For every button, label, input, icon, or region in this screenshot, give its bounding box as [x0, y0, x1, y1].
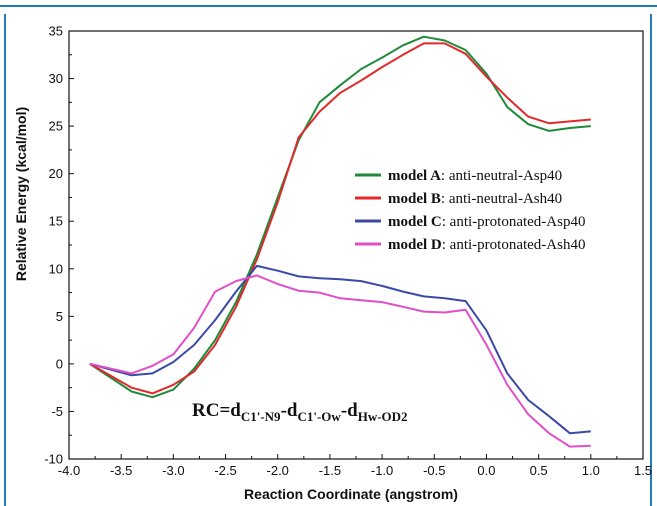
- left-rule: [4, 14, 6, 506]
- x-tick-label: -4.0: [58, 463, 80, 478]
- y-tick-label: -5: [51, 404, 63, 419]
- y-tick-label: 0: [56, 356, 63, 371]
- legend-model-description: : anti-neutral-Ash40: [441, 191, 562, 207]
- x-tick-label: -2.5: [214, 463, 236, 478]
- y-tick-label: 10: [49, 261, 63, 276]
- y-axis-title: Relative Energy (kcal/mol): [13, 107, 29, 281]
- ticks: -4.0 -3.5 -3.0 -2.5 -2.0 -1.5 -1.0 -0.5 0.0 0.5 1.…: [44, 24, 652, 479]
- legend-entry-model-c: model C: anti-protonated-Asp40: [388, 214, 585, 230]
- annotation-prefix: RC=d: [192, 400, 241, 421]
- y-tick-label: 20: [49, 166, 63, 181]
- y-tick-label: 15: [49, 214, 63, 229]
- annotation-sub2: C1'-Ow: [297, 409, 341, 424]
- y-tick-label: 35: [49, 24, 63, 39]
- series-line-model-a: [89, 35, 591, 399]
- legend-model-name: model D: [388, 237, 442, 253]
- x-tick-label: 1.0: [582, 463, 600, 478]
- legend-entry-model-b: model B: anti-neutral-Ash40: [388, 191, 562, 207]
- x-tick-label: -3.5: [110, 463, 132, 478]
- legend-model-name: model B: [388, 191, 441, 207]
- series-lines: [89, 35, 591, 448]
- legend-model-name: model C: [388, 214, 442, 230]
- y-tick-label: 5: [56, 309, 63, 324]
- x-axis-title: Reaction Coordinate (angstrom): [244, 486, 458, 502]
- y-tick-label: 25: [49, 119, 63, 134]
- reaction-coordinate-annotation: RC=dC1'-N9-dC1'-Ow-dHw-OD2: [192, 400, 408, 424]
- annotation-sub1: C1'-N9: [241, 409, 281, 424]
- x-tick-label: 0.0: [477, 463, 495, 478]
- x-tick-label: 0.5: [530, 463, 548, 478]
- x-tick-label: -0.5: [423, 463, 445, 478]
- y-tick-label: -10: [44, 452, 63, 467]
- x-tick-label: 1.5: [634, 463, 652, 478]
- legend-model-name: model A: [388, 168, 441, 184]
- legend-model-description: : anti-protonated-Asp40: [442, 214, 586, 230]
- right-rule: [650, 14, 652, 506]
- series-line-model-d: [89, 274, 591, 448]
- x-tick-label: -3.0: [162, 463, 184, 478]
- x-tick-label: -2.0: [267, 463, 289, 478]
- y-tick-label: 30: [49, 71, 63, 86]
- annotation-sub3: Hw-OD2: [358, 409, 408, 424]
- x-tick-label: -1.5: [319, 463, 341, 478]
- legend-entry-model-a: model A: anti-neutral-Asp40: [388, 168, 562, 184]
- top-rule: [0, 5, 657, 7]
- legend-model-description: : anti-neutral-Asp40: [441, 168, 562, 184]
- legend-model-description: : anti-protonated-Ash40: [442, 237, 586, 253]
- series-line-model-b: [89, 42, 591, 395]
- series-line-model-c: [89, 264, 591, 435]
- annotation-mid1: -d: [281, 400, 298, 421]
- x-tick-label: -1.0: [371, 463, 393, 478]
- annotation-mid2: -d: [341, 400, 358, 421]
- legend-entry-model-d: model D: anti-protonated-Ash40: [388, 237, 585, 253]
